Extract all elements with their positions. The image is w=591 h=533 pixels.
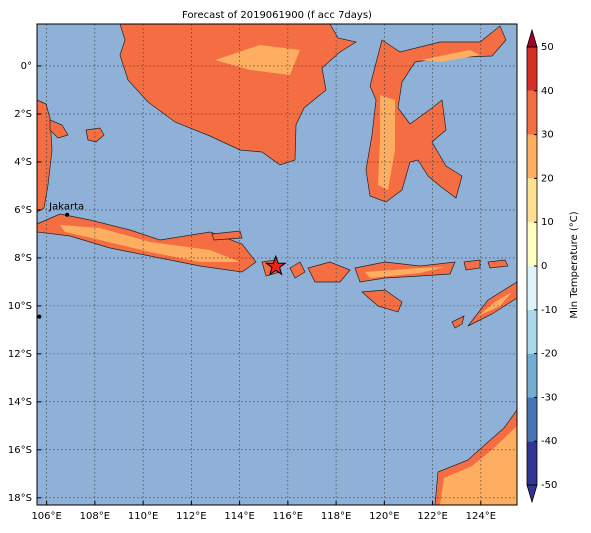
map-frame (36, 23, 518, 506)
map-area (36, 23, 518, 506)
y-tick-label: 6°S (14, 205, 32, 216)
land (36, 99, 53, 213)
colorbar-band (527, 134, 537, 179)
colorbar-band (527, 90, 537, 135)
x-tick-label: 124°E (466, 511, 496, 522)
colorbar-tick-label: -40 (541, 436, 557, 447)
land (365, 25, 507, 203)
y-tick-label: 2°S (14, 109, 32, 120)
land (289, 261, 306, 279)
land (49, 119, 69, 139)
colorbar-tick-label: -30 (541, 392, 557, 403)
colorbar-tick-label: 30 (541, 130, 554, 141)
x-tick-label: 108°E (80, 511, 110, 522)
land-warm (215, 45, 300, 75)
x-tick-label: 116°E (273, 511, 303, 522)
y-tick-label: 10°S (8, 301, 32, 312)
y-tick-label: 16°S (8, 445, 32, 456)
x-tick-label: 106°E (31, 511, 61, 522)
x-tick-label: 114°E (224, 511, 254, 522)
x-tick-label: 120°E (369, 511, 399, 522)
colorbar-extend-min (526, 484, 538, 504)
x-tick-label: 118°E (321, 511, 351, 522)
land-warm (478, 292, 512, 316)
colorbar-extend-max (526, 28, 538, 48)
colorbar-label: Min Temperature (°C) (569, 211, 580, 318)
colorbar-tick-label: 0 (541, 261, 547, 272)
colorbar-band (527, 397, 537, 442)
y-tick-label: 8°S (14, 253, 32, 264)
colorbar-band (527, 47, 537, 91)
colorbar-band (527, 353, 537, 398)
land (211, 230, 243, 241)
land (85, 127, 105, 143)
y-tick-label: 14°S (8, 397, 32, 408)
land (361, 289, 403, 313)
y-tick-label: 12°S (8, 349, 32, 360)
star-marker (264, 254, 287, 276)
colorbar-tick-label: 20 (541, 173, 554, 184)
colorbar-band (527, 309, 537, 354)
colorbar-band (527, 441, 537, 485)
colorbar-tick-label: 50 (541, 42, 554, 53)
y-tick-label: 0° (21, 61, 32, 72)
x-tick-label: 110°E (128, 511, 158, 522)
y-tick-label: 18°S (8, 493, 32, 504)
colorbar-band (527, 178, 537, 223)
x-tick-label: 122°E (417, 511, 447, 522)
land (451, 315, 465, 329)
land (307, 261, 351, 283)
colorbar-band (527, 222, 537, 266)
city-label: Jakarta (48, 202, 84, 213)
colorbar-tick-label: -20 (541, 349, 557, 360)
y-tick-label: 4°S (14, 157, 32, 168)
colorbar-tick-label: 40 (541, 86, 554, 97)
city-point (65, 212, 70, 217)
colorbar-tick-label: -10 (541, 305, 557, 316)
land (119, 23, 357, 166)
map-title: Forecast of 2019061900 (f acc 7days) (182, 10, 372, 21)
land (487, 259, 509, 269)
city-point (37, 314, 42, 319)
land (463, 259, 481, 271)
land-warm (60, 225, 240, 262)
x-tick-label: 112°E (176, 511, 206, 522)
land-warm (420, 50, 480, 62)
land-warm (365, 267, 445, 278)
colorbar-tick-label: -50 (541, 480, 557, 491)
colorbar-tick-label: 10 (541, 217, 554, 228)
colorbar-band (527, 266, 537, 310)
land-warm (440, 426, 517, 505)
land-warm (378, 95, 395, 190)
